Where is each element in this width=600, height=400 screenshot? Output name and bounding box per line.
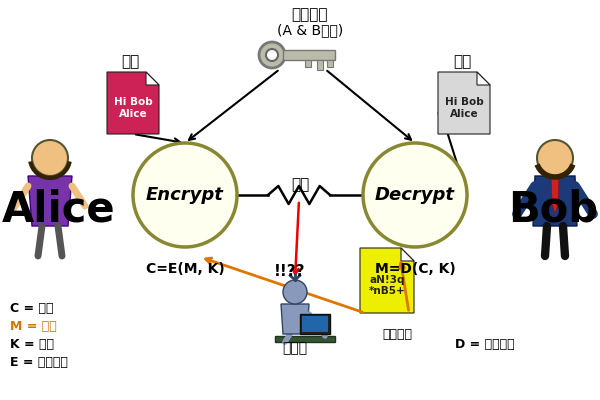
Text: !!??: !!?? [274,264,306,280]
FancyBboxPatch shape [302,316,328,332]
Text: Hi Bob
Alice: Hi Bob Alice [445,97,484,119]
Text: C=E(M, K): C=E(M, K) [146,262,224,276]
Polygon shape [146,72,159,85]
Text: 偷听者: 偷听者 [283,341,308,355]
Polygon shape [477,72,490,85]
Circle shape [266,49,278,61]
Circle shape [133,143,237,247]
Polygon shape [107,72,159,134]
FancyBboxPatch shape [283,50,335,60]
Text: aN!3q
*nB5+: aN!3q *nB5+ [368,275,406,296]
FancyBboxPatch shape [305,60,311,67]
Circle shape [537,140,573,176]
FancyBboxPatch shape [275,336,335,342]
Polygon shape [281,304,309,334]
Text: 对称密钥: 对称密钥 [292,8,328,22]
Circle shape [283,280,307,304]
Polygon shape [551,176,559,214]
Text: K = 密钥: K = 密钥 [10,338,54,350]
Text: Encrypt: Encrypt [146,186,224,204]
Text: 明文: 明文 [121,54,139,70]
Text: 密文: 密文 [291,178,309,192]
Text: M=D(C, K): M=D(C, K) [374,262,455,276]
Text: E = 加密算法: E = 加密算法 [10,356,68,368]
FancyBboxPatch shape [317,60,323,70]
Polygon shape [533,176,577,226]
Circle shape [259,42,285,68]
Text: Bob: Bob [508,189,598,231]
Circle shape [32,140,68,176]
Text: Hi Bob
Alice: Hi Bob Alice [113,97,152,119]
Text: (A & B共享): (A & B共享) [277,23,343,37]
Text: 明文: 明文 [453,54,471,70]
Text: C = 密文: C = 密文 [10,302,53,314]
Polygon shape [360,248,414,313]
Polygon shape [438,72,490,134]
FancyBboxPatch shape [327,60,333,67]
Text: Alice: Alice [2,189,116,231]
Text: D = 解密算法: D = 解密算法 [455,338,515,352]
FancyBboxPatch shape [300,314,330,334]
Polygon shape [401,248,414,261]
Polygon shape [28,176,72,226]
Text: M = 明文: M = 明文 [10,320,57,332]
Text: Decrypt: Decrypt [375,186,455,204]
Circle shape [363,143,467,247]
Text: 乱码信息: 乱码信息 [382,328,412,342]
